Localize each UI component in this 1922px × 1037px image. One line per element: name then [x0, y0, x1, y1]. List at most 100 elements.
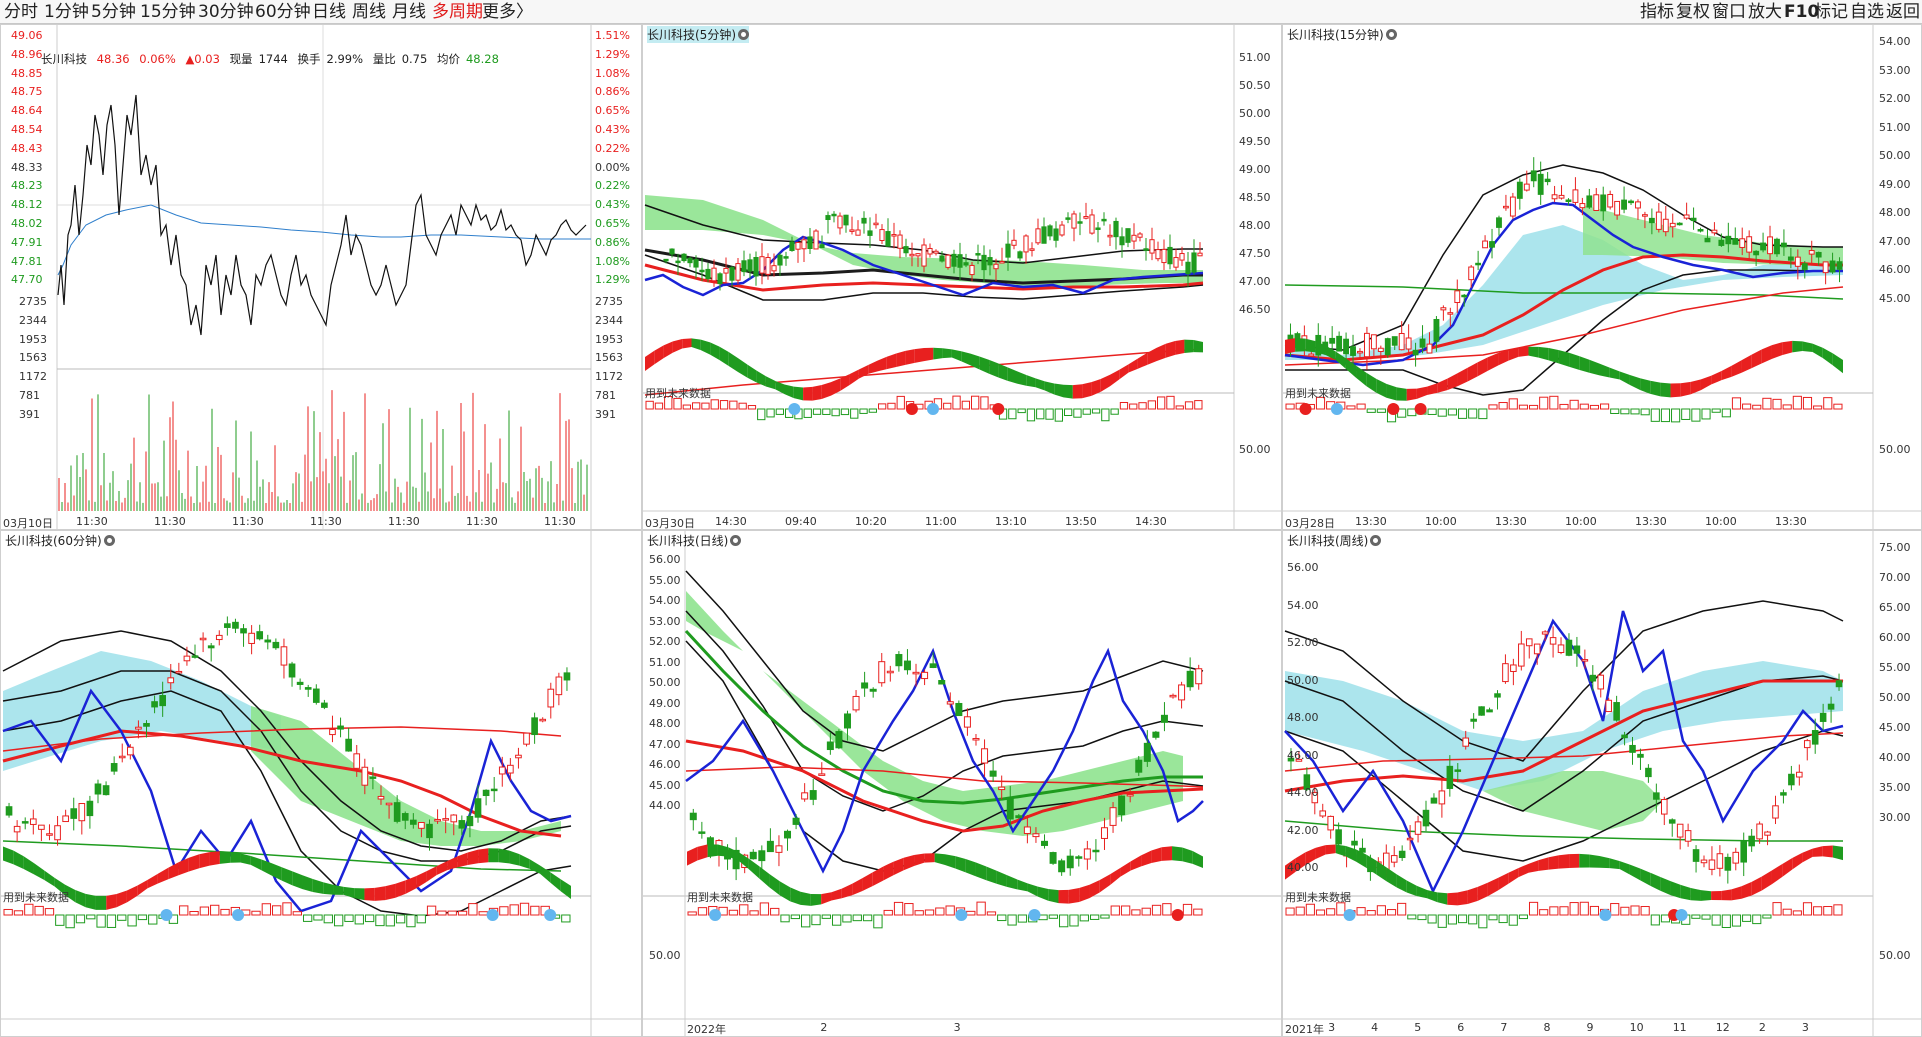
- gear-icon[interactable]: [738, 29, 749, 40]
- price-tick: 49.50: [1239, 135, 1271, 148]
- chart-panel-daily[interactable]: 长川科技(日线) 用到未来数据 56.00 55.00 54.00 53.00 52.0…: [642, 530, 1282, 1037]
- panel-title: 长川科技(周线): [1287, 532, 1382, 549]
- oscillator-band: [498, 848, 510, 864]
- histogram-bar: [980, 396, 989, 410]
- oscillator-band: [849, 369, 859, 386]
- tab-monthly[interactable]: 月线: [392, 2, 426, 22]
- zoom-button[interactable]: 放大: [1748, 2, 1782, 22]
- candle-body: [1774, 238, 1780, 255]
- candle-body: [753, 256, 759, 277]
- watchlist-button[interactable]: 自选: [1850, 2, 1884, 22]
- candle-body: [1676, 222, 1683, 226]
- candle-body: [490, 788, 498, 792]
- candle-body: [1319, 810, 1327, 817]
- tab-weekly[interactable]: 周线: [352, 2, 386, 22]
- histogram-bar: [1166, 395, 1175, 410]
- candle-body: [1628, 200, 1634, 204]
- candle-body: [1438, 790, 1446, 805]
- histogram-bar: [1579, 403, 1589, 410]
- histogram-bar: [1579, 901, 1589, 916]
- candle-body: [1808, 250, 1815, 255]
- gear-icon[interactable]: [103, 535, 115, 546]
- pct-tick: 1.08%: [595, 254, 630, 268]
- histogram-bar: [96, 914, 106, 928]
- gear-icon[interactable]: [730, 535, 742, 546]
- oscillator-band: [333, 884, 344, 895]
- chart-panel-weekly[interactable]: 长川科技(周线) 用到未来数据 56.00 54.00 52.00 50.00 48.0…: [1282, 530, 1922, 1037]
- candle-body: [1468, 266, 1475, 281]
- candle-body: [1803, 740, 1811, 749]
- histogram-bar: [1518, 404, 1528, 410]
- candle-body: [102, 785, 110, 796]
- mark-button[interactable]: 标记: [1814, 2, 1848, 22]
- candle-body: [1692, 849, 1700, 862]
- intraday-panel[interactable]: 长川科技 48.36 0.06% ▲0.03 现量 1744 换手 2.99% 量比…: [0, 24, 642, 530]
- oscillator-band: [1366, 854, 1377, 875]
- candle-body: [946, 701, 954, 705]
- tab-multi-period[interactable]: 多周期: [432, 2, 483, 22]
- candle-body: [1447, 312, 1454, 315]
- histogram-bar: [468, 903, 478, 916]
- gear-icon[interactable]: [1385, 29, 1397, 40]
- candle-body: [1661, 799, 1668, 815]
- tab-30min[interactable]: 30分钟: [198, 2, 254, 22]
- oscillator-band: [1141, 850, 1152, 867]
- candle-body: [466, 815, 474, 827]
- price-tick: 50.00: [1239, 107, 1271, 120]
- f10-button[interactable]: F10: [1784, 2, 1820, 22]
- tab-15min[interactable]: 15分钟: [140, 2, 196, 22]
- oscillator-band: [998, 363, 1008, 381]
- tab-more[interactable]: 更多〉: [482, 1, 533, 23]
- candle-body: [1049, 852, 1057, 864]
- candle-body: [1075, 856, 1083, 859]
- oscillator-band: [1406, 388, 1417, 401]
- back-button[interactable]: 返回: [1886, 2, 1920, 22]
- histogram-bar: [775, 408, 784, 415]
- candle-body: [1343, 338, 1350, 355]
- tab-daily[interactable]: 日线: [312, 2, 346, 22]
- signal-marker: [1171, 909, 1184, 921]
- tab-60min[interactable]: 60分钟: [255, 2, 311, 22]
- oscillator-band: [1427, 889, 1438, 903]
- chart-panel-15min[interactable]: 长川科技(15分钟) 用到未来数据 54.00 53.00 52.00 51.00 50…: [1282, 24, 1922, 530]
- candle-body: [555, 676, 563, 696]
- panel-title: 长川科技(15分钟): [1287, 26, 1397, 43]
- tab-1min[interactable]: 1分钟: [44, 2, 89, 22]
- histogram-bar: [1007, 914, 1017, 926]
- histogram-bar: [478, 911, 488, 916]
- histogram-bar: [406, 914, 416, 928]
- candle-body: [1669, 222, 1676, 228]
- histogram-bar: [1701, 408, 1711, 420]
- oscillator-band: [1447, 373, 1458, 391]
- date-label: 03月28日: [1285, 517, 1335, 530]
- histogram-bar: [106, 914, 117, 928]
- price-tick: 55.00: [649, 573, 681, 587]
- histogram-bar: [801, 914, 811, 928]
- histogram-bar: [883, 909, 893, 916]
- oscillator-band: [374, 886, 386, 901]
- histogram-bar: [710, 399, 719, 410]
- candle-body: [1549, 637, 1557, 645]
- price-tick: 49.06: [11, 29, 43, 42]
- candle-body: [1135, 759, 1143, 773]
- candle-body: [741, 260, 747, 273]
- pct-tick: 0.43%: [595, 198, 630, 212]
- tab-fenshi[interactable]: 分时: [4, 2, 38, 22]
- histogram-bar: [1064, 408, 1073, 416]
- histogram-bar: [313, 914, 323, 921]
- indicator-button[interactable]: 指标: [1640, 2, 1674, 22]
- gear-icon[interactable]: [1370, 535, 1382, 546]
- chart-panel-5min[interactable]: 长川科技(5分钟) 用到未来数据 51.00 50.50 50.00 49.50 49.…: [642, 24, 1282, 530]
- candle-body: [849, 229, 855, 232]
- adjust-button[interactable]: 复权: [1676, 2, 1710, 22]
- candle-body: [1126, 793, 1134, 797]
- chart-panel-60min[interactable]: 长川科技(60分钟) 用到未来数据: [0, 530, 642, 1037]
- window-button[interactable]: 窗口: [1712, 2, 1746, 22]
- signal-marker: [1299, 403, 1312, 415]
- price-tick: 48.96: [11, 47, 43, 61]
- oscillator-band: [457, 852, 468, 868]
- histogram-bar: [780, 914, 790, 923]
- volume-tick: 1172: [595, 370, 623, 384]
- tab-5min[interactable]: 5分钟: [91, 2, 136, 22]
- candle-body: [1716, 853, 1724, 869]
